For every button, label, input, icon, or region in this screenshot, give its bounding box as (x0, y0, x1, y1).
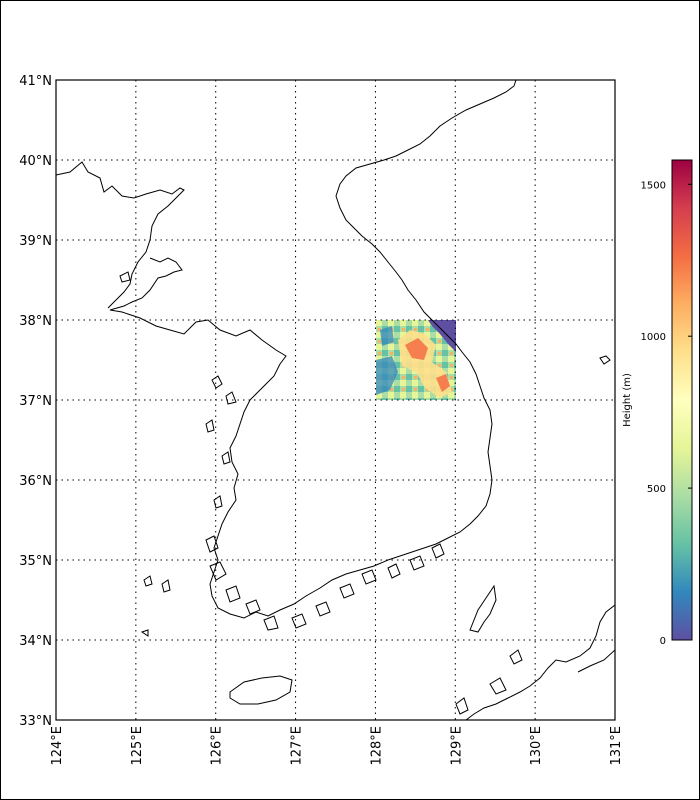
island-ulleungdo (599, 355, 611, 365)
coastline-japan (455, 604, 615, 720)
island-group-south (291, 543, 445, 629)
colorbar-tick-label: 1500 (641, 180, 666, 191)
lon-tick-label: 127°E (290, 726, 305, 766)
colorbar-tick-label: 0 (660, 636, 666, 647)
island-china-small (119, 271, 171, 637)
lat-tick-labels: 33°N 34°N 35°N 36°N 37°N 38°N 39°N 40°N 41°N (19, 74, 52, 729)
map-panel (56, 80, 615, 720)
colorbar-label: Height (m) (622, 373, 633, 427)
lon-tick-label: 130°E (529, 726, 544, 766)
lat-tick-label: 39°N (19, 234, 52, 249)
gridlines (56, 80, 615, 720)
terrain-valley (376, 326, 398, 395)
map-frame (55, 79, 616, 721)
colorbar: 0 500 1000 1500 Height (m) (622, 159, 693, 647)
coastline-korea-west (109, 80, 517, 619)
lat-tick-label: 40°N (19, 154, 52, 169)
colorbar-gradient (671, 159, 693, 641)
lat-tick-label: 41°N (19, 74, 52, 89)
lat-tick-label: 35°N (19, 554, 52, 569)
lon-tick-label: 128°E (369, 726, 384, 766)
lat-tick-label: 33°N (19, 714, 52, 729)
colorbar-tick-label: 1000 (641, 332, 666, 343)
terrain-patch (376, 320, 456, 400)
colorbar-ticks: 0 500 1000 1500 (641, 180, 692, 647)
lon-tick-label: 129°E (449, 726, 464, 766)
island-tsushima (469, 584, 497, 633)
coastline-china (56, 161, 185, 309)
terrain-sea-area (428, 320, 456, 352)
terrain-ridge (405, 338, 450, 392)
island-group-west (205, 375, 279, 631)
lat-tick-label: 36°N (19, 474, 52, 489)
lon-tick-labels: 124°E 125°E 126°E 127°E 128°E 129°E 130°E 131°E (50, 726, 624, 766)
lat-tick-label: 34°N (19, 634, 52, 649)
lon-tick-label: 124°E (50, 726, 65, 766)
lon-tick-label: 125°E (130, 726, 145, 766)
lon-tick-label: 131°E (609, 726, 624, 766)
coastlines (56, 80, 615, 720)
colorbar-tick-label: 500 (647, 484, 666, 495)
lat-tick-label: 37°N (19, 394, 52, 409)
lon-tick-label: 126°E (210, 726, 225, 766)
island-jeju (229, 675, 293, 705)
lat-tick-label: 38°N (19, 314, 52, 329)
